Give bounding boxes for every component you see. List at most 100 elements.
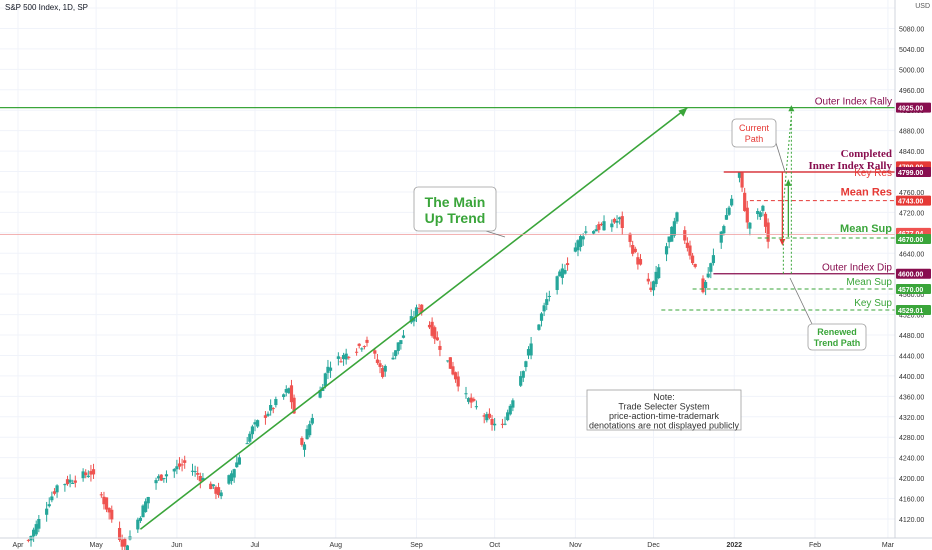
- time-tick: Oct: [489, 542, 500, 549]
- candle-body: [68, 479, 72, 483]
- candle-body: [737, 172, 742, 178]
- candle-body: [104, 497, 109, 510]
- candle-body: [198, 476, 202, 482]
- candle-body: [576, 240, 580, 251]
- candle-body: [727, 207, 731, 215]
- price-tick: 4840.00: [899, 149, 924, 156]
- candle-body: [651, 281, 656, 291]
- current-path-callout-text: Path: [745, 134, 764, 144]
- price-tick: 4760.00: [899, 190, 924, 197]
- candle-body: [211, 484, 215, 487]
- label-outer-index-dip: Outer Index Dip: [822, 263, 892, 274]
- candle-body: [485, 414, 489, 421]
- candle-body: [500, 423, 505, 425]
- price-tick: 5040.00: [899, 47, 924, 54]
- price-tick: 4480.00: [899, 333, 924, 340]
- candle-body: [427, 324, 432, 328]
- price-tick: 4200.00: [899, 476, 924, 483]
- candle-body: [209, 483, 213, 490]
- candle-body: [464, 393, 468, 395]
- candle-body: [287, 388, 291, 394]
- candle-body: [373, 350, 377, 354]
- candle-body: [232, 469, 236, 478]
- candle-body: [110, 509, 114, 520]
- candle-body: [328, 367, 333, 371]
- candle-body: [378, 363, 382, 367]
- candle-body: [446, 360, 450, 362]
- trend-arrowhead: [678, 107, 688, 117]
- tag-4670-bg: [896, 233, 931, 244]
- candle-body: [688, 245, 692, 256]
- tag-4529-bg: [896, 304, 931, 315]
- tag-4600: 4600.00: [898, 272, 923, 279]
- candle-body: [34, 524, 38, 535]
- candle-body: [396, 342, 400, 351]
- candle-body: [487, 413, 492, 418]
- main-trend-callout-text: Up Trend: [425, 210, 486, 226]
- candle-body: [519, 376, 523, 386]
- candle-body: [250, 426, 255, 435]
- candle-body: [248, 433, 252, 442]
- candle-body: [71, 483, 75, 485]
- candle-body: [763, 213, 768, 227]
- candle-body: [45, 508, 49, 515]
- main-trend-callout-text: The Main: [425, 194, 486, 210]
- candle-body: [584, 231, 588, 233]
- candle-body: [545, 299, 549, 305]
- candle-body: [157, 476, 161, 479]
- candle-body: [602, 221, 606, 231]
- candle-body: [740, 172, 744, 188]
- candle-body: [141, 505, 145, 518]
- candle-body: [219, 492, 223, 497]
- candle-body: [138, 517, 143, 521]
- renewed-path-callout-text: Trend Path: [814, 338, 861, 348]
- candle-body: [704, 281, 708, 289]
- candle-body: [451, 366, 455, 375]
- candle-body: [719, 231, 723, 243]
- candle-body: [503, 423, 507, 425]
- tag-4743: 4743.00: [898, 199, 923, 206]
- candle-body: [81, 471, 85, 479]
- candle-body: [55, 485, 59, 493]
- label-mean-res: Mean Res: [841, 187, 892, 199]
- candle-body: [229, 473, 234, 482]
- candle-body: [664, 246, 669, 255]
- candle-body: [657, 267, 661, 279]
- tag-4570-bg: [896, 284, 931, 295]
- candle-body: [289, 385, 294, 403]
- candle-body: [107, 507, 111, 513]
- candle-body: [758, 212, 762, 217]
- candle-body: [722, 226, 726, 234]
- candle-body: [685, 242, 689, 248]
- candle-body: [180, 464, 184, 466]
- price-tick: 4120.00: [899, 517, 924, 524]
- candle-body: [269, 405, 273, 411]
- price-tick: 4240.00: [899, 456, 924, 463]
- price-tick: 5000.00: [899, 67, 924, 74]
- renewed-path-callout-pointer: [789, 277, 813, 325]
- candle-body: [581, 236, 585, 240]
- candle-body: [743, 192, 747, 211]
- tag-4799-b: 4799.00: [898, 170, 923, 177]
- candle-body: [271, 408, 275, 410]
- tag-4925: 4925.00: [898, 106, 923, 113]
- candle-body: [748, 222, 752, 229]
- candle-body: [344, 353, 348, 360]
- candle-body: [414, 307, 419, 317]
- candle-body: [323, 373, 327, 387]
- candle-body: [558, 271, 562, 277]
- candle-body: [91, 469, 96, 475]
- candle-body: [690, 255, 695, 264]
- candle-body: [631, 245, 635, 254]
- candle-body: [274, 399, 278, 406]
- price-tick: 4880.00: [899, 129, 924, 136]
- price-tick: 4320.00: [899, 415, 924, 422]
- candle-body: [490, 418, 494, 425]
- candle-body: [409, 316, 413, 323]
- time-tick: Mar: [882, 542, 895, 549]
- time-tick: 2022: [726, 542, 742, 549]
